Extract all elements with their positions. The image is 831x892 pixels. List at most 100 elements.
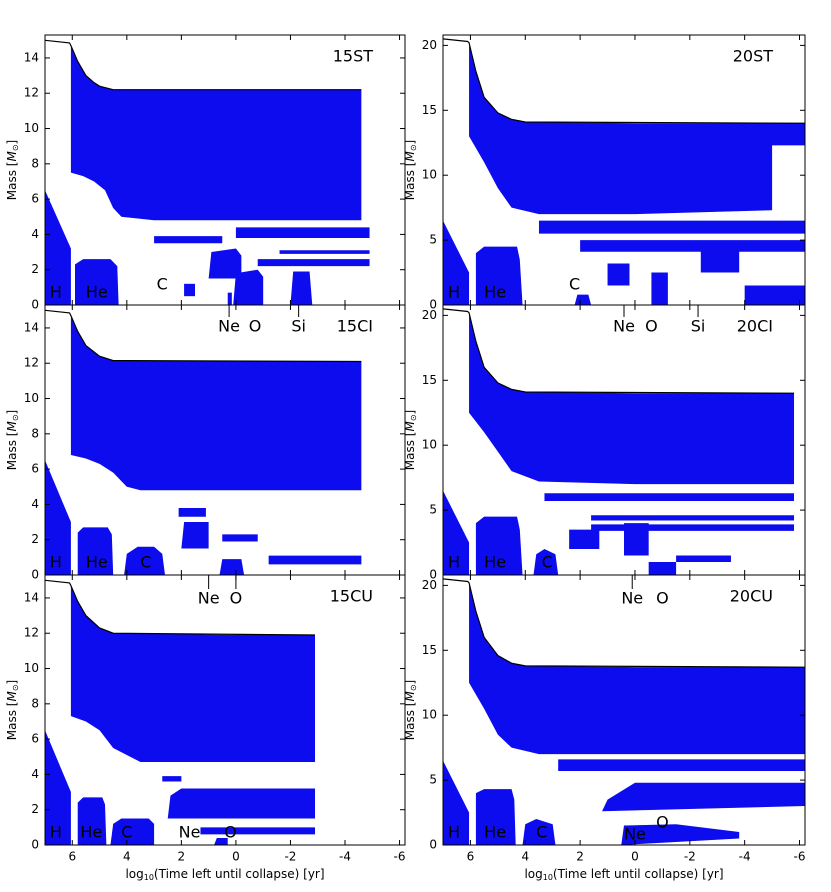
burning-label: He xyxy=(80,823,102,842)
panel: 0 2 4 6 8 10 12 14 15ST Mass [M⊙] H He C Ne O Si xyxy=(5,34,406,336)
y-tick-label: 14 xyxy=(24,50,39,64)
convective-region xyxy=(233,269,264,305)
panel-title: 20CI xyxy=(737,317,773,336)
surface-line xyxy=(45,579,316,636)
convective-region xyxy=(676,555,731,563)
x-label-part: log xyxy=(524,867,542,881)
burning-label: C xyxy=(157,275,168,294)
y-label-part: M xyxy=(403,151,417,162)
y-tick-label: 12 xyxy=(24,356,39,370)
panel-title: 15CI xyxy=(337,317,373,336)
burning-label: He xyxy=(484,283,506,302)
y-tick-label: 5 xyxy=(429,503,437,517)
convective-region xyxy=(268,555,362,565)
convective-region xyxy=(154,236,223,244)
y-label-part: M xyxy=(403,421,417,432)
panel-title: 20CU xyxy=(730,587,773,606)
convective-region xyxy=(607,263,630,286)
y-tick-label: 15 xyxy=(422,643,437,657)
burning-label: H xyxy=(50,283,62,302)
convective-region xyxy=(522,819,556,845)
burning-label: O xyxy=(249,317,262,336)
burning-label: Ne xyxy=(624,825,646,844)
y-label-part: ⊙ xyxy=(11,144,20,151)
convective-region xyxy=(70,45,362,221)
y-tick-label: 15 xyxy=(422,373,437,387)
panel-title: 15CU xyxy=(330,587,373,606)
y-label-part: ] xyxy=(5,140,19,145)
x-tick-label: -4 xyxy=(739,850,751,864)
burning-label: O xyxy=(224,823,237,842)
y-label-part: Mass [ xyxy=(5,162,19,201)
y-tick-label: 4 xyxy=(31,767,39,781)
plot-area xyxy=(443,308,795,575)
convective-region xyxy=(214,837,228,845)
convective-region xyxy=(178,507,206,517)
burning-label: Ne xyxy=(218,317,240,336)
y-tick-label: 0 xyxy=(31,838,39,852)
burning-label: Ne xyxy=(179,823,201,842)
burning-label: Ne xyxy=(198,589,220,608)
y-label-part: M xyxy=(5,691,19,702)
convective-region xyxy=(279,250,370,254)
convective-region xyxy=(227,292,232,305)
x-label-part: (Time left until collapse) [yr] xyxy=(154,867,325,881)
y-tick-label: 12 xyxy=(24,86,39,100)
convective-region xyxy=(110,818,155,845)
convective-region xyxy=(574,294,592,305)
burning-label: O xyxy=(230,589,243,608)
convective-region xyxy=(621,824,740,845)
y-tick-label: 12 xyxy=(24,626,39,640)
surface-line xyxy=(443,578,805,668)
y-tick-label: 10 xyxy=(24,121,39,135)
y-label-part: Mass [ xyxy=(5,432,19,471)
burning-label: H xyxy=(50,823,62,842)
convective-region xyxy=(443,490,470,575)
surface-line xyxy=(45,39,362,91)
surface-line xyxy=(443,38,805,124)
y-tick-label: 4 xyxy=(31,497,39,511)
convective-region xyxy=(45,190,71,305)
burning-label: Si xyxy=(291,317,306,336)
y-tick-label: 14 xyxy=(24,590,39,604)
y-label-part: ] xyxy=(403,140,417,145)
y-tick-label: 4 xyxy=(31,227,39,241)
y-label-part: M xyxy=(5,151,19,162)
burning-label: Si xyxy=(691,317,706,336)
convective-region xyxy=(124,546,165,575)
convective-region xyxy=(77,797,107,845)
x-tick-label: 4 xyxy=(521,850,529,864)
y-label-part: Mass [ xyxy=(403,432,417,471)
convective-region xyxy=(222,534,258,542)
y-tick-label: 6 xyxy=(31,462,39,476)
convective-region xyxy=(70,585,315,763)
convective-region xyxy=(538,220,805,234)
convective-region xyxy=(648,562,677,575)
y-axis-label: Mass [M⊙] xyxy=(403,410,418,470)
burning-label: H xyxy=(448,283,460,302)
y-label-part: M xyxy=(5,421,19,432)
y-label-part: ] xyxy=(5,680,19,685)
x-tick-label: 6 xyxy=(68,850,76,864)
convective-region xyxy=(475,516,523,575)
convective-region xyxy=(580,240,805,252)
x-tick-label: 2 xyxy=(178,850,186,864)
burning-label: H xyxy=(448,553,460,572)
y-tick-label: 5 xyxy=(429,773,437,787)
convective-region xyxy=(184,283,195,297)
convective-region xyxy=(544,493,795,502)
y-tick-label: 2 xyxy=(31,262,39,276)
y-label-part: Mass [ xyxy=(403,702,417,741)
y-tick-label: 0 xyxy=(31,568,39,582)
y-tick-label: 5 xyxy=(429,233,437,247)
y-label-part: ⊙ xyxy=(11,684,20,691)
convective-region xyxy=(235,227,370,238)
convective-region xyxy=(651,272,668,305)
plot-area xyxy=(45,39,370,305)
x-label-part: 10 xyxy=(144,873,154,882)
convective-region xyxy=(475,246,523,305)
x-axis-label: log10(Time left until collapse) [yr] xyxy=(524,867,723,882)
